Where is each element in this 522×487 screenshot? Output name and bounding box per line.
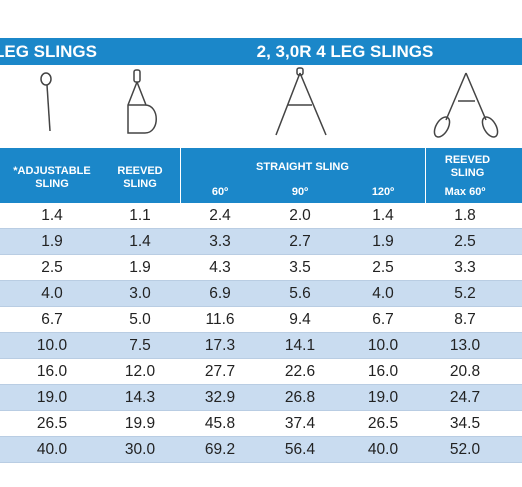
table-cell: 2.4 [209, 207, 231, 224]
table-cell: 19.9 [124, 415, 156, 432]
table-row [0, 203, 522, 229]
table-cell: 1.9 [41, 233, 63, 250]
table-cell: 2.5 [372, 259, 394, 276]
table-cell: 27.7 [204, 363, 236, 380]
angle-header: 60º [211, 186, 229, 198]
table-cell: 69.2 [204, 441, 236, 458]
table-row [0, 333, 522, 359]
table-cell: 10.0 [367, 337, 399, 354]
table-cell: 2.0 [289, 207, 311, 224]
table-cell: 26.5 [367, 415, 399, 432]
table-cell: 3.3 [454, 259, 476, 276]
table-cell: 16.0 [36, 363, 68, 380]
table-cell: 1.4 [372, 207, 394, 224]
table-cell: 5.0 [129, 311, 151, 328]
table-row [0, 229, 522, 255]
table-cell: 19.0 [36, 389, 68, 406]
table-header [0, 148, 522, 203]
table-cell: 6.9 [209, 285, 231, 302]
header-bar [0, 38, 522, 65]
table-cell: 20.8 [449, 363, 481, 380]
table-cell: 40.0 [367, 441, 399, 458]
header-left: LEG SLINGS [0, 42, 97, 61]
table-cell: 1.9 [129, 259, 151, 276]
divider [180, 148, 181, 203]
table-cell: 3.3 [209, 233, 231, 250]
table-cell: 26.8 [284, 389, 316, 406]
table-cell: 11.6 [205, 311, 235, 328]
table-cell: 12.0 [124, 363, 156, 380]
table-row [0, 385, 522, 411]
angle-header: 90º [291, 186, 309, 198]
table-cell: 30.0 [124, 441, 156, 458]
table-cell: 9.4 [289, 311, 311, 328]
table-cell: 2.5 [41, 259, 63, 276]
table-cell: 7.5 [129, 337, 151, 354]
col-header: STRAIGHT SLING [256, 161, 349, 173]
table-cell: 32.9 [204, 389, 236, 406]
divider [425, 148, 426, 203]
table-cell: 1.4 [129, 233, 151, 250]
table-cell: 34.5 [449, 415, 481, 432]
table-cell: 6.7 [41, 311, 63, 328]
table-cell: 22.6 [284, 363, 316, 380]
table-cell: 3.0 [129, 285, 151, 302]
table-cell: 8.7 [454, 311, 476, 328]
table-cell: 1.4 [41, 207, 63, 224]
table-cell: 1.9 [372, 233, 394, 250]
table-row [0, 437, 522, 463]
table-cell: 1.1 [129, 207, 151, 224]
col-header: *ADJUSTABLE SLING [13, 165, 91, 190]
table-cell: 2.5 [454, 233, 476, 250]
table-cell: 14.1 [284, 337, 316, 354]
angle-header: 120º [371, 186, 395, 198]
table-cell: 1.8 [454, 207, 476, 224]
table-cell: 19.0 [367, 389, 399, 406]
col-header: REEVED SLING [444, 154, 491, 179]
table-row [0, 307, 522, 333]
table-cell: 13.0 [449, 337, 481, 354]
table-cell: 16.0 [367, 363, 399, 380]
table-cell: 4.3 [209, 259, 231, 276]
table-cell: 4.0 [41, 285, 63, 302]
table-cell: 5.2 [454, 285, 476, 302]
table-cell: 24.7 [449, 389, 481, 406]
table-cell: 37.4 [284, 415, 316, 432]
header-right: 2, 3,0R 4 LEG SLINGS [256, 42, 434, 61]
table-cell: 40.0 [36, 441, 68, 458]
table-row [0, 255, 522, 281]
table-cell: 10.0 [36, 337, 68, 354]
table-row [0, 411, 522, 437]
table-cell: 3.5 [289, 259, 311, 276]
table-cell: 14.3 [124, 389, 156, 406]
table-cell: 17.3 [204, 337, 236, 354]
table-cell: 6.7 [372, 311, 394, 328]
table-cell: 56.4 [284, 441, 316, 458]
table-cell: 2.7 [289, 233, 311, 250]
col-header: REEVED SLING [117, 165, 163, 190]
table-cell: 26.5 [36, 415, 68, 432]
sling-icons [40, 67, 499, 138]
table-row [0, 359, 522, 385]
table-cell: 45.8 [204, 415, 236, 432]
table-row [0, 281, 522, 307]
table-cell: 52.0 [449, 441, 481, 458]
table-cell: 4.0 [372, 285, 394, 302]
col-header: Max 60º [444, 186, 486, 198]
table-cell: 5.6 [289, 285, 311, 302]
